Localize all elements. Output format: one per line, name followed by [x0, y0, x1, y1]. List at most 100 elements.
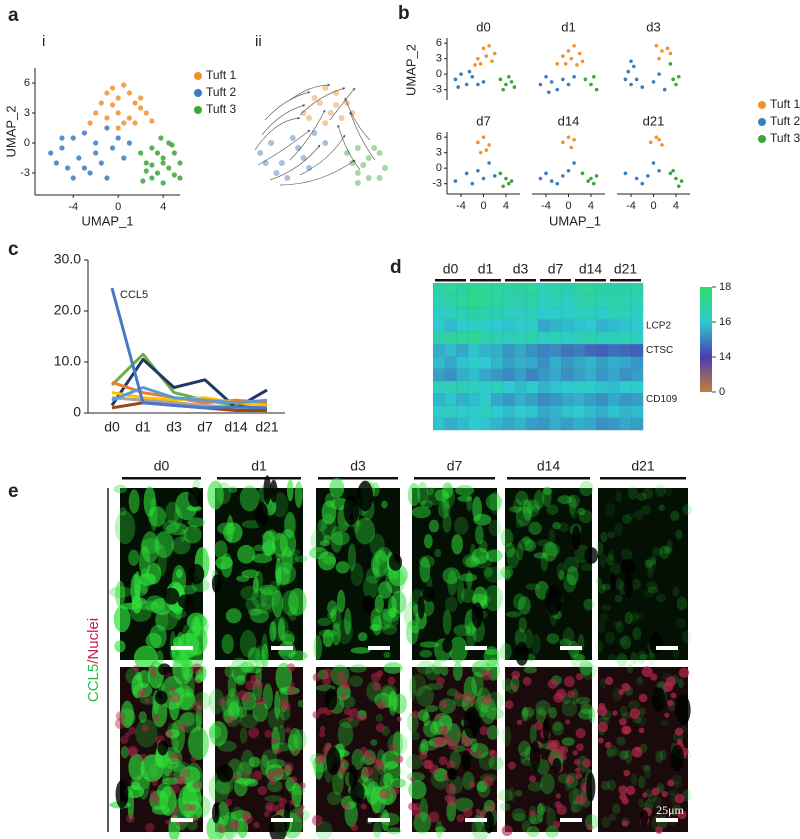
tissue-texture [288, 727, 302, 756]
heatmap-cell [584, 405, 597, 419]
nuclei-texture [322, 676, 332, 686]
data-point [132, 120, 138, 126]
nuclei-texture [446, 760, 456, 770]
nuclei-texture [286, 663, 296, 672]
tissue-texture [132, 682, 153, 698]
tissue-texture [261, 643, 269, 670]
tissue-texture [453, 624, 472, 637]
heatmap-cell [502, 393, 516, 406]
column-bar [318, 477, 398, 480]
tissue-texture [535, 706, 547, 725]
data-point [538, 82, 543, 87]
tissue-texture [639, 653, 649, 660]
heatmap-cell [549, 282, 562, 296]
tissue-texture [233, 777, 248, 797]
nuclei-texture [554, 801, 562, 809]
tissue-texture [228, 486, 238, 494]
nuclei-texture [252, 770, 263, 781]
heatmap-cell [432, 380, 446, 394]
nuclei-texture [336, 671, 346, 682]
tissue-texture [423, 534, 433, 549]
data-point [126, 115, 133, 121]
tissue-texture [214, 778, 234, 795]
nuclei-texture [181, 768, 191, 778]
column-label: d1 [251, 458, 267, 474]
heatmap-cell [444, 405, 457, 419]
tissue-texture [143, 486, 156, 517]
data-point [382, 165, 388, 171]
tissue-texture [622, 514, 632, 525]
heatmap-cell [491, 356, 504, 370]
tissue-texture [471, 671, 484, 696]
tissue-texture [165, 757, 180, 764]
tissue-texture [183, 525, 202, 544]
nuclei-texture [193, 815, 199, 822]
velocity-streams [254, 83, 376, 186]
data-point [76, 155, 82, 161]
x-tick-label: 4 [503, 200, 509, 212]
x-tick-label: -4 [626, 200, 636, 212]
data-point [501, 184, 505, 189]
tissue-texture [580, 663, 597, 680]
tissue-texture [377, 581, 393, 599]
nuclei-texture [164, 729, 174, 739]
tissue-texture [460, 587, 476, 603]
colorbar-tick-label: 18 [719, 281, 731, 293]
nuclei-texture [274, 767, 285, 778]
tissue-texture [362, 575, 379, 599]
heatmap-cell [549, 380, 562, 394]
panel-label: b [398, 3, 410, 24]
tissue-texture [169, 609, 187, 619]
data-point [478, 62, 483, 66]
tissue-texture [607, 531, 616, 539]
tissue-texture [336, 589, 346, 613]
heatmap-cell [572, 331, 586, 345]
tissue-texture [119, 506, 127, 516]
heatmap-cell [491, 405, 504, 419]
tissue-texture [515, 506, 532, 527]
data-point [160, 180, 166, 186]
tissue-texture [524, 539, 537, 552]
tissue-texture [274, 690, 281, 720]
heatmap-cell [607, 307, 621, 321]
nuclei-texture [233, 774, 240, 781]
data-point [538, 176, 543, 181]
data-point [169, 142, 175, 148]
nuclei-texture [170, 752, 181, 763]
tissue-texture [413, 811, 432, 834]
lumen-texture [211, 803, 220, 824]
tissue-texture [348, 675, 364, 687]
tissue-texture [344, 608, 352, 636]
legend-marker [758, 101, 766, 109]
heatmap-cell [479, 295, 492, 308]
heatmap-cell [491, 319, 504, 333]
data-point [109, 145, 116, 151]
heatmap-cell [537, 393, 551, 406]
tissue-texture [620, 750, 629, 760]
scale-bar [171, 646, 193, 650]
panel-label: a [8, 5, 19, 26]
heatmap-cell [444, 344, 457, 357]
heatmap-cell [561, 282, 574, 296]
tissue-texture [424, 705, 439, 713]
data-point [48, 150, 54, 156]
heatmap-cell [456, 405, 469, 419]
tissue-texture [313, 635, 323, 660]
data-point [115, 110, 121, 116]
nuclei-texture [356, 713, 364, 722]
tissue-texture [351, 748, 365, 770]
lumen-texture [543, 718, 550, 742]
tissue-texture [139, 695, 158, 705]
nuclei-texture [618, 785, 628, 795]
heatmap-cell [456, 344, 469, 357]
data-point [278, 160, 285, 166]
tissue-texture [682, 789, 692, 802]
tissue-texture [576, 696, 591, 705]
micrograph [499, 480, 599, 671]
heatmap-cell [596, 393, 609, 406]
legend-marker [758, 135, 766, 143]
tissue-texture [161, 777, 181, 785]
tissue-texture [634, 612, 644, 620]
tissue-texture [419, 797, 429, 822]
